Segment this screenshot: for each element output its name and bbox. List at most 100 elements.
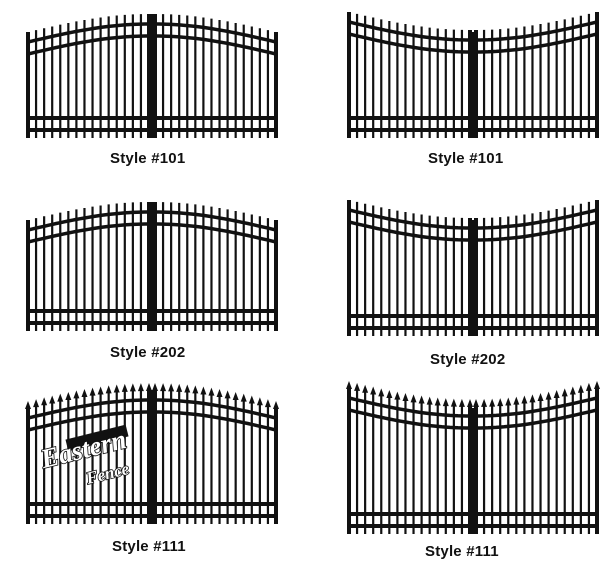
finial-icon	[208, 387, 215, 396]
gate-caption: Style #111	[112, 538, 186, 555]
finial-icon	[594, 381, 600, 389]
arched-rail	[476, 408, 598, 430]
finial-icon	[394, 391, 401, 400]
arched-rail	[155, 22, 277, 44]
finial-icon	[129, 383, 136, 392]
finial-icon	[160, 383, 167, 392]
finial-icon	[481, 398, 488, 407]
arched-rail	[27, 398, 149, 420]
finial-icon	[553, 390, 560, 398]
finial-icon	[354, 382, 361, 391]
gate-drawing	[26, 202, 278, 331]
arched-rail	[348, 408, 470, 430]
center-post	[470, 220, 475, 336]
finial-icon	[442, 398, 449, 407]
gate-tile-2	[343, 4, 600, 144]
gate-tile-6	[343, 380, 600, 540]
finial-icon	[458, 398, 465, 407]
finial-icon	[232, 392, 239, 400]
finial-icon	[426, 396, 433, 405]
finial-icon	[216, 388, 223, 397]
arched-rail	[476, 20, 598, 42]
finial-icon	[192, 385, 199, 394]
finial-icon	[273, 401, 279, 409]
finial-icon	[81, 388, 88, 397]
finial-icon	[513, 396, 520, 405]
finial-icon	[25, 401, 31, 409]
finial-icon	[65, 392, 72, 400]
arched-rail	[27, 210, 149, 232]
arched-rail	[348, 208, 470, 230]
arched-rail	[476, 32, 598, 54]
gate-drawing	[346, 381, 600, 534]
finial-icon	[256, 397, 263, 406]
arched-rail	[155, 410, 277, 432]
finial-icon	[184, 384, 191, 393]
finial-icon	[224, 390, 231, 399]
finial-icon	[33, 399, 40, 408]
finial-icon	[200, 386, 207, 395]
gate-drawing	[26, 14, 278, 138]
finial-icon	[497, 398, 504, 407]
gate-tile-1	[22, 4, 280, 144]
gate-tile-4	[343, 192, 600, 342]
finial-icon	[41, 397, 48, 406]
arched-rail	[155, 34, 277, 56]
finial-icon	[105, 385, 112, 394]
arched-rail	[348, 20, 470, 42]
finial-icon	[402, 393, 409, 402]
arched-rail	[155, 222, 277, 244]
gate-caption: Style #202	[430, 351, 506, 368]
arched-rail	[27, 22, 149, 44]
arched-rail	[476, 220, 598, 242]
gate-drawing	[25, 383, 279, 524]
arched-rail	[348, 396, 470, 418]
arched-rail	[27, 222, 149, 244]
finial-icon	[113, 384, 120, 393]
finial-icon	[146, 383, 152, 391]
arched-rail	[476, 396, 598, 418]
finial-icon	[362, 384, 369, 393]
finial-icon	[248, 395, 255, 404]
finial-icon	[505, 397, 512, 406]
finial-icon	[386, 390, 393, 398]
arched-rail	[27, 410, 149, 432]
finial-icon	[137, 383, 144, 392]
finial-icon	[89, 387, 96, 396]
finial-icon	[489, 398, 496, 407]
finial-icon	[529, 394, 536, 403]
gate-tile-3	[22, 192, 280, 337]
finial-icon	[410, 394, 417, 403]
finial-icon	[418, 395, 425, 404]
finial-icon	[97, 386, 104, 395]
arched-rail	[476, 208, 598, 230]
arched-rail	[348, 32, 470, 54]
center-post	[470, 32, 475, 138]
finial-icon	[264, 399, 271, 408]
gate-drawing	[347, 12, 599, 138]
center-post	[149, 390, 154, 524]
finial-icon	[73, 390, 80, 399]
center-post	[149, 14, 154, 138]
center-post	[149, 202, 154, 331]
gate-caption: Style #101	[428, 150, 504, 167]
finial-icon	[370, 386, 377, 395]
finial-icon	[434, 397, 441, 406]
center-post	[470, 408, 475, 534]
finial-icon	[521, 395, 528, 404]
finial-icon	[378, 388, 385, 397]
arched-rail	[155, 210, 277, 232]
arched-rail	[348, 220, 470, 242]
gate-caption: Style #111	[425, 543, 499, 560]
finial-icon	[49, 395, 56, 404]
finial-icon	[467, 399, 473, 407]
finial-icon	[585, 382, 592, 391]
finial-icon	[537, 393, 544, 402]
finial-icon	[346, 381, 352, 389]
finial-icon	[450, 398, 457, 407]
finial-icon	[473, 399, 479, 407]
finial-icon	[577, 384, 584, 393]
gate-tile-5: Eastern Fence	[22, 380, 280, 530]
finial-icon	[152, 383, 158, 391]
finial-icon	[57, 393, 64, 402]
